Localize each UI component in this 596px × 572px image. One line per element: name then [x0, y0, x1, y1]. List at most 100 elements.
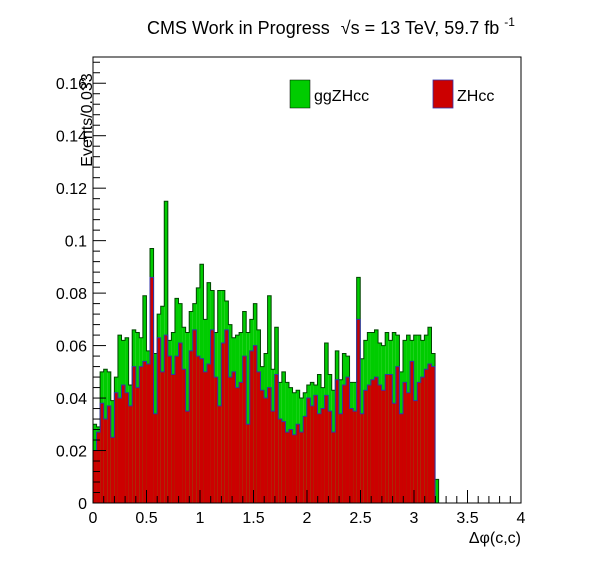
bar-zhcc [117, 398, 122, 503]
bar-zhcc [217, 405, 222, 503]
ggzhcc-outline [92, 200, 440, 503]
bar-zhcc [189, 350, 193, 503]
bar-ggzhcc [217, 290, 222, 503]
bar-zhcc [402, 382, 407, 503]
bar-zhcc [110, 437, 115, 503]
y-tick-label: 0.14 [56, 129, 87, 146]
bar-zhcc [185, 411, 190, 503]
axis-ticks [92, 61, 522, 504]
bar-zhcc [246, 424, 250, 503]
bar-zhcc [210, 329, 215, 503]
bar-zhcc [345, 377, 350, 503]
bar-zhcc [128, 405, 133, 503]
bar-zhcc [239, 382, 243, 503]
x-tick-label: 3.5 [456, 510, 478, 527]
zhcc-outline [92, 276, 439, 504]
bar-zhcc [196, 356, 200, 503]
bar-zhcc [385, 374, 389, 503]
bar-zhcc [381, 390, 386, 503]
bar-zhcc [288, 429, 293, 503]
bar-zhcc [363, 390, 368, 503]
legend-swatch-ggzhcc [289, 79, 311, 109]
bar-zhcc [317, 413, 322, 503]
bar-zhcc [271, 411, 275, 503]
bar-zhcc [221, 342, 225, 503]
bar-zhcc [281, 421, 286, 503]
bar-zhcc [278, 419, 282, 503]
bar-zhcc [107, 405, 111, 503]
bar-zhcc [370, 379, 375, 503]
bar-zhcc [417, 382, 421, 503]
bar-zhcc [150, 277, 154, 503]
bar-zhcc [182, 369, 186, 503]
title-lumi-exponent: -1 [504, 15, 515, 29]
bar-zhcc [192, 329, 197, 503]
bar-zhcc [224, 329, 229, 503]
bar-zhcc [274, 374, 279, 503]
x-tick-label: 4 [517, 510, 526, 527]
bar-zhcc [324, 395, 329, 503]
bar-zhcc [121, 384, 126, 503]
bar-zhcc [410, 361, 414, 503]
y-tick-label: 0.16 [56, 76, 87, 93]
bar-zhcc [153, 413, 158, 503]
bar-zhcc [378, 384, 382, 503]
y-tick-label: 0 [78, 496, 87, 513]
x-tick-label: 0.5 [135, 510, 157, 527]
bar-zhcc [256, 371, 261, 503]
bar-zhcc [214, 377, 218, 503]
bar-zhcc [253, 345, 257, 503]
bar-zhcc [160, 371, 165, 503]
y-tick-label: 0.02 [56, 444, 87, 461]
bar-zhcc [93, 450, 97, 503]
bar-ggzhcc [246, 332, 250, 503]
y-tick-label: 0.08 [56, 286, 87, 303]
bar-zhcc [125, 392, 129, 503]
x-tick-label: 3 [410, 510, 419, 527]
bar-zhcc [114, 392, 118, 503]
bar-zhcc [392, 403, 396, 503]
bar-zhcc [249, 350, 254, 503]
bar-zhcc [132, 366, 136, 503]
histogram-bars [92, 200, 440, 504]
bar-zhcc [139, 366, 143, 503]
x-tick-label: 0 [89, 510, 98, 527]
y-axis-title: Events/0.033 [79, 73, 96, 167]
y-tick-label: 0.1 [65, 234, 87, 251]
bar-zhcc [413, 400, 418, 503]
chart-title: CMS Work in Progress √s = 13 TeV, 59.7 f… [147, 15, 515, 38]
bar-ggzhcc [435, 479, 439, 503]
bar-zhcc [235, 387, 240, 503]
bar-zhcc [424, 369, 428, 503]
legend-label-ggzhcc: ggZHcc [314, 88, 369, 105]
x-tick-label: 1.5 [242, 510, 264, 527]
bar-zhcc [171, 374, 175, 503]
bar-zhcc [296, 424, 300, 503]
bar-zhcc [335, 379, 339, 503]
bar-zhcc [267, 387, 272, 503]
bar-zhcc [285, 432, 289, 503]
bar-zhcc [142, 361, 147, 503]
x-tick-label: 2.5 [349, 510, 371, 527]
bar-zhcc [360, 413, 364, 503]
bar-zhcc [292, 434, 297, 503]
bar-zhcc [374, 377, 379, 503]
bar-zhcc [313, 395, 318, 503]
bar-zhcc [356, 319, 361, 503]
bar-zhcc [164, 335, 168, 503]
y-tick-label: 0.12 [56, 181, 87, 198]
bar-zhcc [310, 405, 314, 503]
bar-zhcc [146, 363, 151, 503]
bar-zhcc [427, 363, 432, 503]
bar-zhcc [406, 392, 411, 503]
bar-zhcc [231, 371, 236, 503]
bar-zhcc [367, 384, 371, 503]
bar-zhcc [328, 411, 332, 503]
bar-zhcc [395, 366, 400, 503]
bar-zhcc [303, 416, 307, 503]
bar-zhcc [178, 342, 183, 503]
bar-zhcc [260, 390, 265, 503]
bar-zhcc [228, 377, 232, 503]
bar-zhcc [264, 398, 268, 503]
title-energy: √s = 13 TeV, 59.7 fb [341, 18, 500, 38]
